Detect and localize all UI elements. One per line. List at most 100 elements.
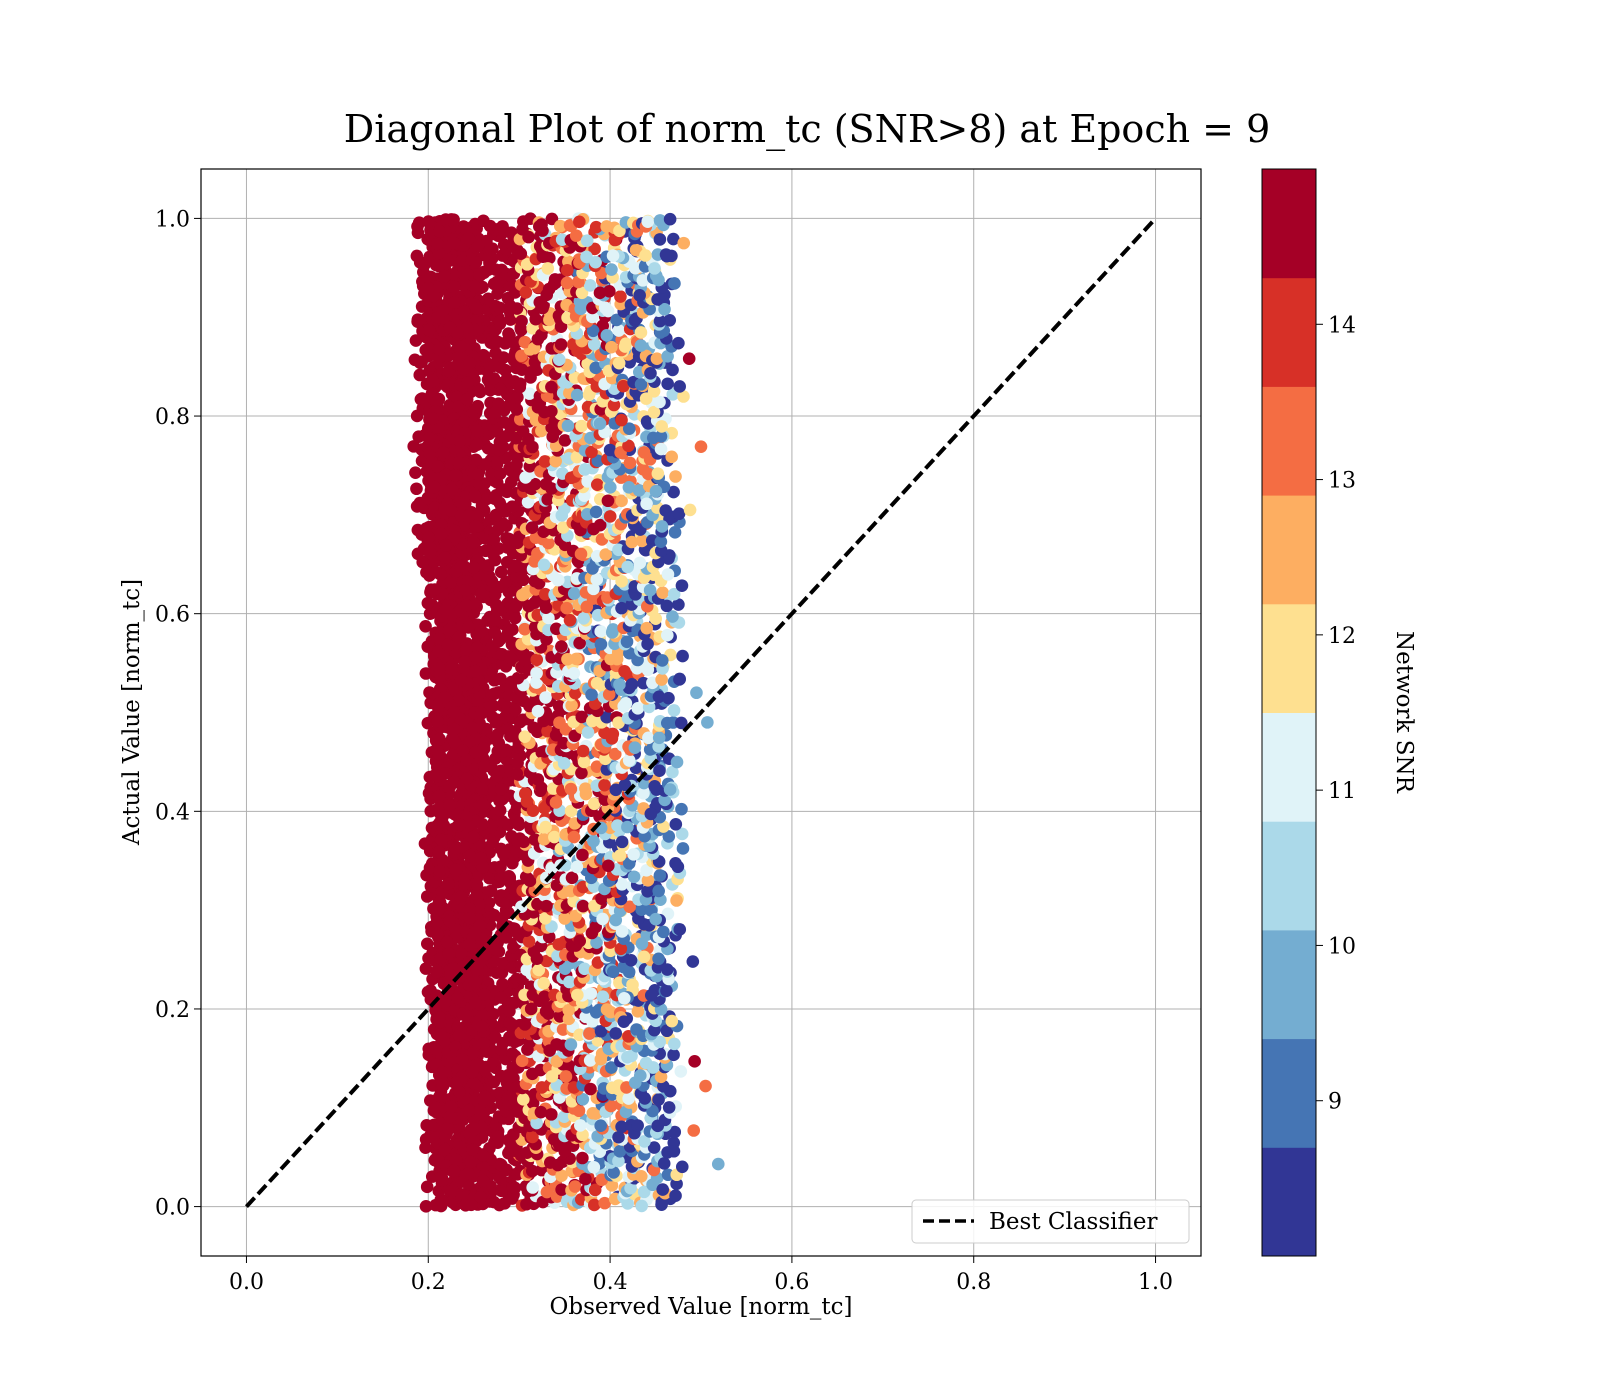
scatter-point	[540, 954, 554, 968]
scatter-point	[565, 871, 579, 885]
scatter-point	[643, 583, 657, 597]
scatter-point	[652, 1093, 665, 1106]
scatter-point	[429, 565, 443, 579]
scatter-point	[537, 558, 551, 572]
scatter-point	[494, 672, 507, 686]
scatter-point	[655, 673, 668, 686]
scatter-point	[675, 579, 689, 592]
scatter-point	[637, 676, 650, 690]
scatter-point	[631, 702, 645, 715]
scatter-point	[523, 1036, 536, 1049]
scatter-point	[555, 1183, 568, 1196]
scatter-point	[619, 337, 633, 350]
scatter-point	[477, 1036, 491, 1050]
scatter-point	[576, 744, 590, 758]
scatter-point	[652, 273, 665, 287]
scatter-point	[509, 703, 522, 717]
scatter-point	[668, 277, 681, 290]
scatter-point	[430, 237, 444, 251]
scatter-point	[443, 799, 456, 812]
scatter-point	[641, 874, 655, 887]
scatter-point	[575, 710, 589, 724]
scatter-point	[639, 1056, 653, 1070]
scatter-point	[419, 962, 433, 975]
scatter-point	[554, 338, 568, 351]
scatter-point	[560, 264, 574, 277]
scatter-point	[411, 220, 424, 233]
scatter-point	[622, 1092, 635, 1105]
scatter-point	[613, 904, 627, 918]
scatter-point	[441, 1121, 455, 1135]
scatter-point	[644, 989, 658, 1002]
scatter-point	[608, 747, 622, 761]
scatter-point	[452, 630, 466, 644]
scatter-point	[606, 249, 620, 262]
scatter-point	[655, 654, 669, 667]
scatter-point	[614, 290, 627, 303]
scatter-point	[609, 1027, 623, 1040]
scatter-point	[510, 302, 524, 315]
scatter-point	[534, 1105, 548, 1119]
scatter-point	[594, 637, 608, 651]
scatter-point	[439, 603, 453, 617]
scatter-point	[537, 976, 550, 990]
scatter-point	[670, 894, 683, 907]
scatter-point	[452, 456, 466, 469]
scatter-point	[666, 765, 679, 779]
scatter-point	[520, 963, 534, 977]
scatter-point	[563, 613, 577, 627]
scatter-point	[447, 236, 461, 250]
scatter-point	[497, 416, 511, 429]
scatter-point	[613, 849, 627, 862]
scatter-point	[491, 728, 504, 741]
scatter-point	[673, 673, 686, 686]
chart-title: Diagonal Plot of norm_tc (SNR>8) at Epoc…	[344, 107, 1271, 152]
scatter-point	[475, 1020, 489, 1033]
scatter-point	[657, 1157, 671, 1170]
scatter-point	[586, 714, 599, 728]
scatter-point	[493, 314, 507, 328]
scatter-point	[576, 899, 590, 913]
scatter-point	[593, 417, 607, 430]
scatter-point	[570, 388, 584, 402]
scatter-point	[659, 248, 673, 261]
scatter-point	[655, 520, 669, 533]
scatter-point	[504, 651, 517, 665]
scatter-point	[510, 458, 523, 472]
scatter-point	[454, 340, 468, 353]
scatter-point	[484, 884, 498, 898]
scatter-point	[436, 1079, 450, 1093]
scatter-point	[590, 676, 604, 690]
scatter-point	[548, 830, 561, 844]
scatter-point	[463, 911, 477, 925]
scatter-point	[462, 1167, 475, 1180]
scatter-point	[594, 1119, 607, 1133]
scatter-point	[538, 455, 552, 468]
scatter-point	[567, 667, 581, 680]
scatter-point	[530, 676, 543, 689]
scatter-point	[667, 704, 681, 717]
scatter-point	[661, 568, 675, 581]
scatter-point	[661, 628, 674, 642]
scatter-point	[442, 947, 456, 960]
scatter-point	[558, 912, 572, 925]
scatter-point	[637, 446, 651, 459]
scatter-point	[654, 1070, 668, 1084]
scatter-point	[665, 1014, 679, 1028]
scatter-point	[627, 848, 640, 861]
scatter-point	[599, 752, 612, 766]
scatter-point	[573, 215, 586, 229]
scatter-point	[660, 984, 673, 998]
scatter-point	[553, 716, 566, 729]
scatter-point	[528, 833, 542, 846]
scatter-point	[555, 1169, 568, 1183]
scatter-point	[564, 782, 578, 796]
scatter-point	[432, 789, 446, 803]
scatter-point	[656, 586, 669, 599]
scatter-point	[467, 561, 480, 574]
scatter-point	[648, 1023, 661, 1037]
scatter-point	[615, 878, 629, 891]
scatter-point	[410, 482, 423, 496]
scatter-point	[620, 635, 634, 649]
scatter-point	[549, 728, 563, 742]
